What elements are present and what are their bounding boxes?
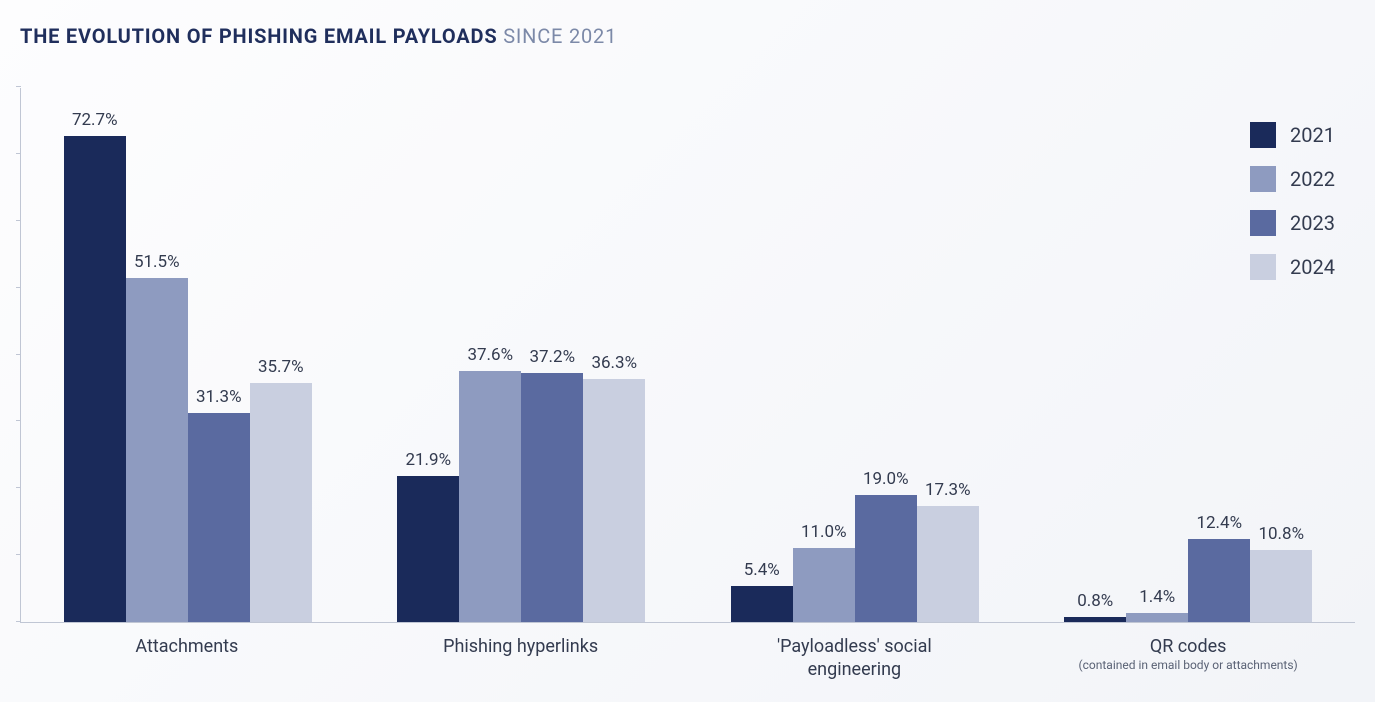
bar-value-label: 10.8% bbox=[1258, 524, 1304, 544]
bar: 12.4% bbox=[1188, 539, 1250, 622]
chart-title: THE EVOLUTION OF PHISHING EMAIL PAYLOADS… bbox=[20, 24, 617, 48]
bar-rect bbox=[583, 379, 645, 622]
bar-rect bbox=[397, 476, 459, 622]
chart-title-bold: THE EVOLUTION OF PHISHING EMAIL PAYLOADS bbox=[20, 24, 497, 48]
bar-rect bbox=[1126, 613, 1188, 622]
bar-group: 72.7%51.5%31.3%35.7% bbox=[21, 88, 355, 622]
bar-rect bbox=[126, 278, 188, 622]
legend-item: 2022 bbox=[1250, 166, 1335, 192]
bar-value-label: 11.0% bbox=[801, 522, 847, 542]
legend-swatch bbox=[1250, 122, 1276, 148]
legend-swatch bbox=[1250, 166, 1276, 192]
bar: 1.4% bbox=[1126, 613, 1188, 622]
x-axis-label-text: Attachments bbox=[20, 635, 354, 658]
x-axis-label: Phishing hyperlinks bbox=[354, 623, 688, 682]
bar-value-label: 0.8% bbox=[1077, 591, 1113, 611]
bar-rect bbox=[731, 586, 793, 622]
bar: 0.8% bbox=[1064, 617, 1126, 622]
bar: 21.9% bbox=[397, 476, 459, 622]
legend-item: 2021 bbox=[1250, 122, 1335, 148]
bar: 51.5% bbox=[126, 278, 188, 622]
bar: 17.3% bbox=[917, 506, 979, 622]
bar: 11.0% bbox=[793, 548, 855, 622]
y-tick bbox=[16, 287, 21, 288]
bar: 5.4% bbox=[731, 586, 793, 622]
bar-value-label: 72.7% bbox=[72, 110, 118, 130]
bar: 10.8% bbox=[1250, 550, 1312, 622]
legend: 2021 2022 2023 2024 bbox=[1250, 122, 1335, 280]
bar-value-label: 12.4% bbox=[1196, 513, 1242, 533]
legend-label: 2022 bbox=[1290, 167, 1335, 191]
bar-rect bbox=[250, 383, 312, 622]
bar-rect bbox=[1250, 550, 1312, 622]
x-axis-label: Attachments bbox=[20, 623, 354, 682]
x-axis-label: 'Payloadless' socialengineering bbox=[688, 623, 1022, 682]
y-tick bbox=[16, 420, 21, 421]
bar-rect bbox=[64, 136, 126, 622]
bar-rect bbox=[917, 506, 979, 622]
bar-rect bbox=[1188, 539, 1250, 622]
bar-value-label: 19.0% bbox=[863, 469, 909, 489]
bar-value-label: 37.2% bbox=[529, 347, 575, 367]
y-tick bbox=[16, 354, 21, 355]
chart-container: 72.7%51.5%31.3%35.7%21.9%37.6%37.2%36.3%… bbox=[20, 88, 1355, 678]
legend-swatch bbox=[1250, 254, 1276, 280]
bar-rect bbox=[459, 371, 521, 622]
legend-swatch bbox=[1250, 210, 1276, 236]
bar: 36.3% bbox=[583, 379, 645, 622]
bar-value-label: 5.4% bbox=[744, 560, 780, 580]
bar-group: 21.9%37.6%37.2%36.3% bbox=[355, 88, 689, 622]
bar-rect bbox=[855, 495, 917, 622]
bar-value-label: 17.3% bbox=[925, 480, 971, 500]
y-tick bbox=[16, 621, 21, 622]
y-tick bbox=[16, 86, 21, 87]
bar-rect bbox=[188, 413, 250, 622]
x-axis-label-text: Phishing hyperlinks bbox=[354, 635, 688, 658]
y-tick bbox=[16, 153, 21, 154]
plot-area: 72.7%51.5%31.3%35.7%21.9%37.6%37.2%36.3%… bbox=[20, 88, 1355, 623]
x-axis-label-text: 'Payloadless' socialengineering bbox=[688, 635, 1022, 682]
y-tick bbox=[16, 487, 21, 488]
x-axis-label-text: QR codes bbox=[1021, 635, 1355, 658]
bar-rect bbox=[793, 548, 855, 622]
bar: 19.0% bbox=[855, 495, 917, 622]
bar-value-label: 21.9% bbox=[405, 450, 451, 470]
bar-rect bbox=[521, 373, 583, 622]
bar-value-label: 35.7% bbox=[258, 357, 304, 377]
bar: 35.7% bbox=[250, 383, 312, 622]
x-axis-labels: AttachmentsPhishing hyperlinks'Payloadle… bbox=[20, 623, 1355, 682]
bar-value-label: 1.4% bbox=[1139, 587, 1175, 607]
legend-label: 2021 bbox=[1290, 123, 1335, 147]
bar-groups: 72.7%51.5%31.3%35.7%21.9%37.6%37.2%36.3%… bbox=[21, 88, 1355, 622]
bar-group: 5.4%11.0%19.0%17.3% bbox=[688, 88, 1022, 622]
bar-value-label: 36.3% bbox=[591, 353, 637, 373]
legend-label: 2023 bbox=[1290, 211, 1335, 235]
bar-value-label: 51.5% bbox=[134, 252, 180, 272]
bar-value-label: 31.3% bbox=[196, 387, 242, 407]
bar: 31.3% bbox=[188, 413, 250, 622]
bar-value-label: 37.6% bbox=[467, 345, 513, 365]
x-axis-sublabel: (contained in email body or attachments) bbox=[1021, 658, 1355, 674]
legend-label: 2024 bbox=[1290, 255, 1335, 279]
x-axis-label: QR codes(contained in email body or atta… bbox=[1021, 623, 1355, 682]
legend-item: 2023 bbox=[1250, 210, 1335, 236]
bar-rect bbox=[1064, 617, 1126, 622]
legend-item: 2024 bbox=[1250, 254, 1335, 280]
chart-title-light: SINCE 2021 bbox=[503, 24, 617, 48]
bar: 72.7% bbox=[64, 136, 126, 622]
bar: 37.2% bbox=[521, 373, 583, 622]
y-tick bbox=[16, 554, 21, 555]
y-tick bbox=[16, 220, 21, 221]
bar: 37.6% bbox=[459, 371, 521, 622]
